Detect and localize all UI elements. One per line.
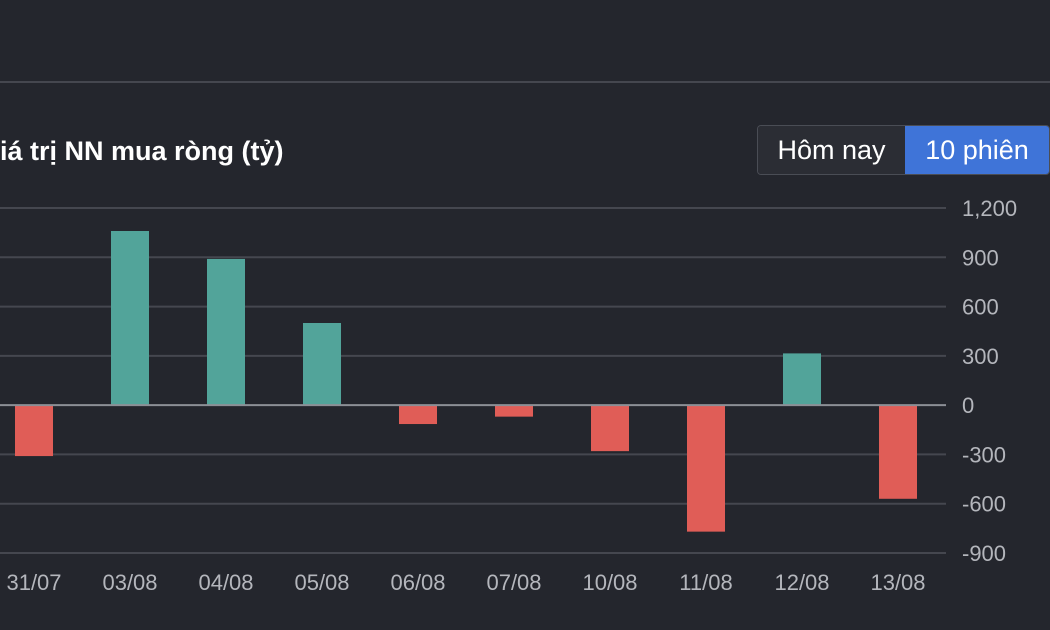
y-tick-label: 600 [962,295,999,320]
top-divider [0,81,1050,83]
x-tick-label: 03/08 [102,570,157,595]
x-tick-label: 31/07 [6,570,61,595]
bar-12/08[interactable] [783,353,821,406]
y-tick-label: -300 [962,442,1006,467]
x-tick-label: 05/08 [294,570,349,595]
bar-11/08[interactable] [687,405,725,532]
bar-10/08[interactable] [591,405,629,452]
x-tick-label: 13/08 [870,570,925,595]
x-tick-label: 11/08 [679,570,732,595]
ten-sessions-button[interactable]: 10 phiên [905,126,1049,174]
bar-06/08[interactable] [399,405,437,425]
y-tick-labels: 1,200 900 600 300 0 -300 -600 -900 [962,196,1017,566]
x-tick-label: 07/08 [486,570,541,595]
today-button[interactable]: Hôm nay [758,126,905,174]
y-tick-label: 900 [962,245,999,270]
x-tick-label: 10/08 [582,570,637,595]
period-toggle: Hôm nay 10 phiên [757,125,1050,175]
bar-03/08[interactable] [111,231,149,406]
bar-05/08[interactable] [303,323,341,406]
x-tick-labels: 31/07 03/08 04/08 05/08 06/08 07/08 10/08 11/08… [6,570,925,595]
y-tick-label: 300 [962,344,999,369]
bar-04/08[interactable] [207,258,245,406]
bar-13/08[interactable] [879,405,917,499]
bar-31/07[interactable] [15,405,53,457]
y-tick-label: -900 [962,541,1006,566]
grid-lines [0,207,946,554]
x-tick-label: 04/08 [198,570,253,595]
x-tick-label: 06/08 [390,570,445,595]
bar-07/08[interactable] [495,405,533,417]
y-tick-label: 1,200 [962,196,1017,221]
y-tick-label: -600 [962,492,1006,517]
chart-title: iá trị NN mua ròng (tỷ) [0,136,284,166]
y-tick-label: 0 [962,393,974,418]
x-tick-label: 12/08 [774,570,829,595]
bars [15,231,917,532]
